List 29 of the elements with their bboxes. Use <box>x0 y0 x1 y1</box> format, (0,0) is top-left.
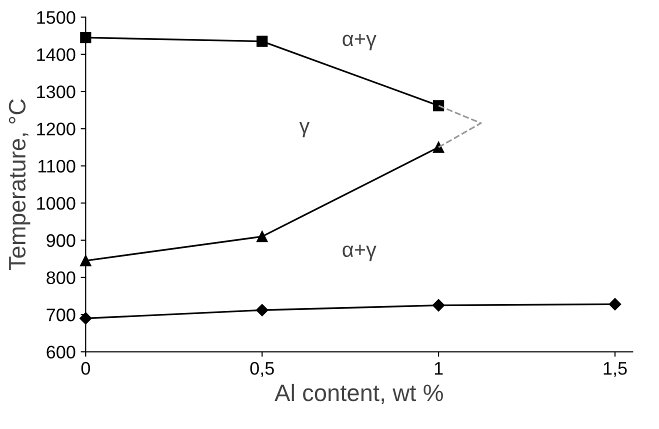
y-tick-label: 1300 <box>37 85 76 98</box>
y-tick-label: 800 <box>46 271 76 284</box>
point <box>433 100 444 112</box>
x-tick-label: 1 <box>434 362 443 375</box>
point <box>256 36 268 47</box>
y-tick-label: 1500 <box>37 11 76 24</box>
point <box>256 230 268 242</box>
x-tick-label: 0,5 <box>250 362 274 377</box>
y-tick-label: 1400 <box>37 48 76 62</box>
y-tick-label: 1000 <box>37 196 76 210</box>
point <box>608 298 622 310</box>
x-axis-title: Al content, wt % <box>274 384 443 404</box>
y-tick-label: 1200 <box>37 122 76 136</box>
y-tick-label: 900 <box>46 234 76 247</box>
point <box>80 312 92 324</box>
y-axis-title: Temperature, °C <box>8 99 30 270</box>
x-tick-label: 0 <box>81 362 90 375</box>
annotation: α+γ <box>342 244 376 262</box>
point <box>256 304 268 316</box>
point <box>433 142 444 153</box>
point <box>80 32 92 44</box>
y-tick-label: 600 <box>46 346 76 358</box>
x-tick-label: 1,5 <box>604 362 627 377</box>
y-tick-label: 700 <box>46 308 76 322</box>
annotation: α+γ <box>342 34 376 50</box>
annotation: γ <box>299 122 310 138</box>
point <box>432 299 445 312</box>
y-tick-label: 1100 <box>38 160 76 173</box>
point <box>80 255 92 266</box>
